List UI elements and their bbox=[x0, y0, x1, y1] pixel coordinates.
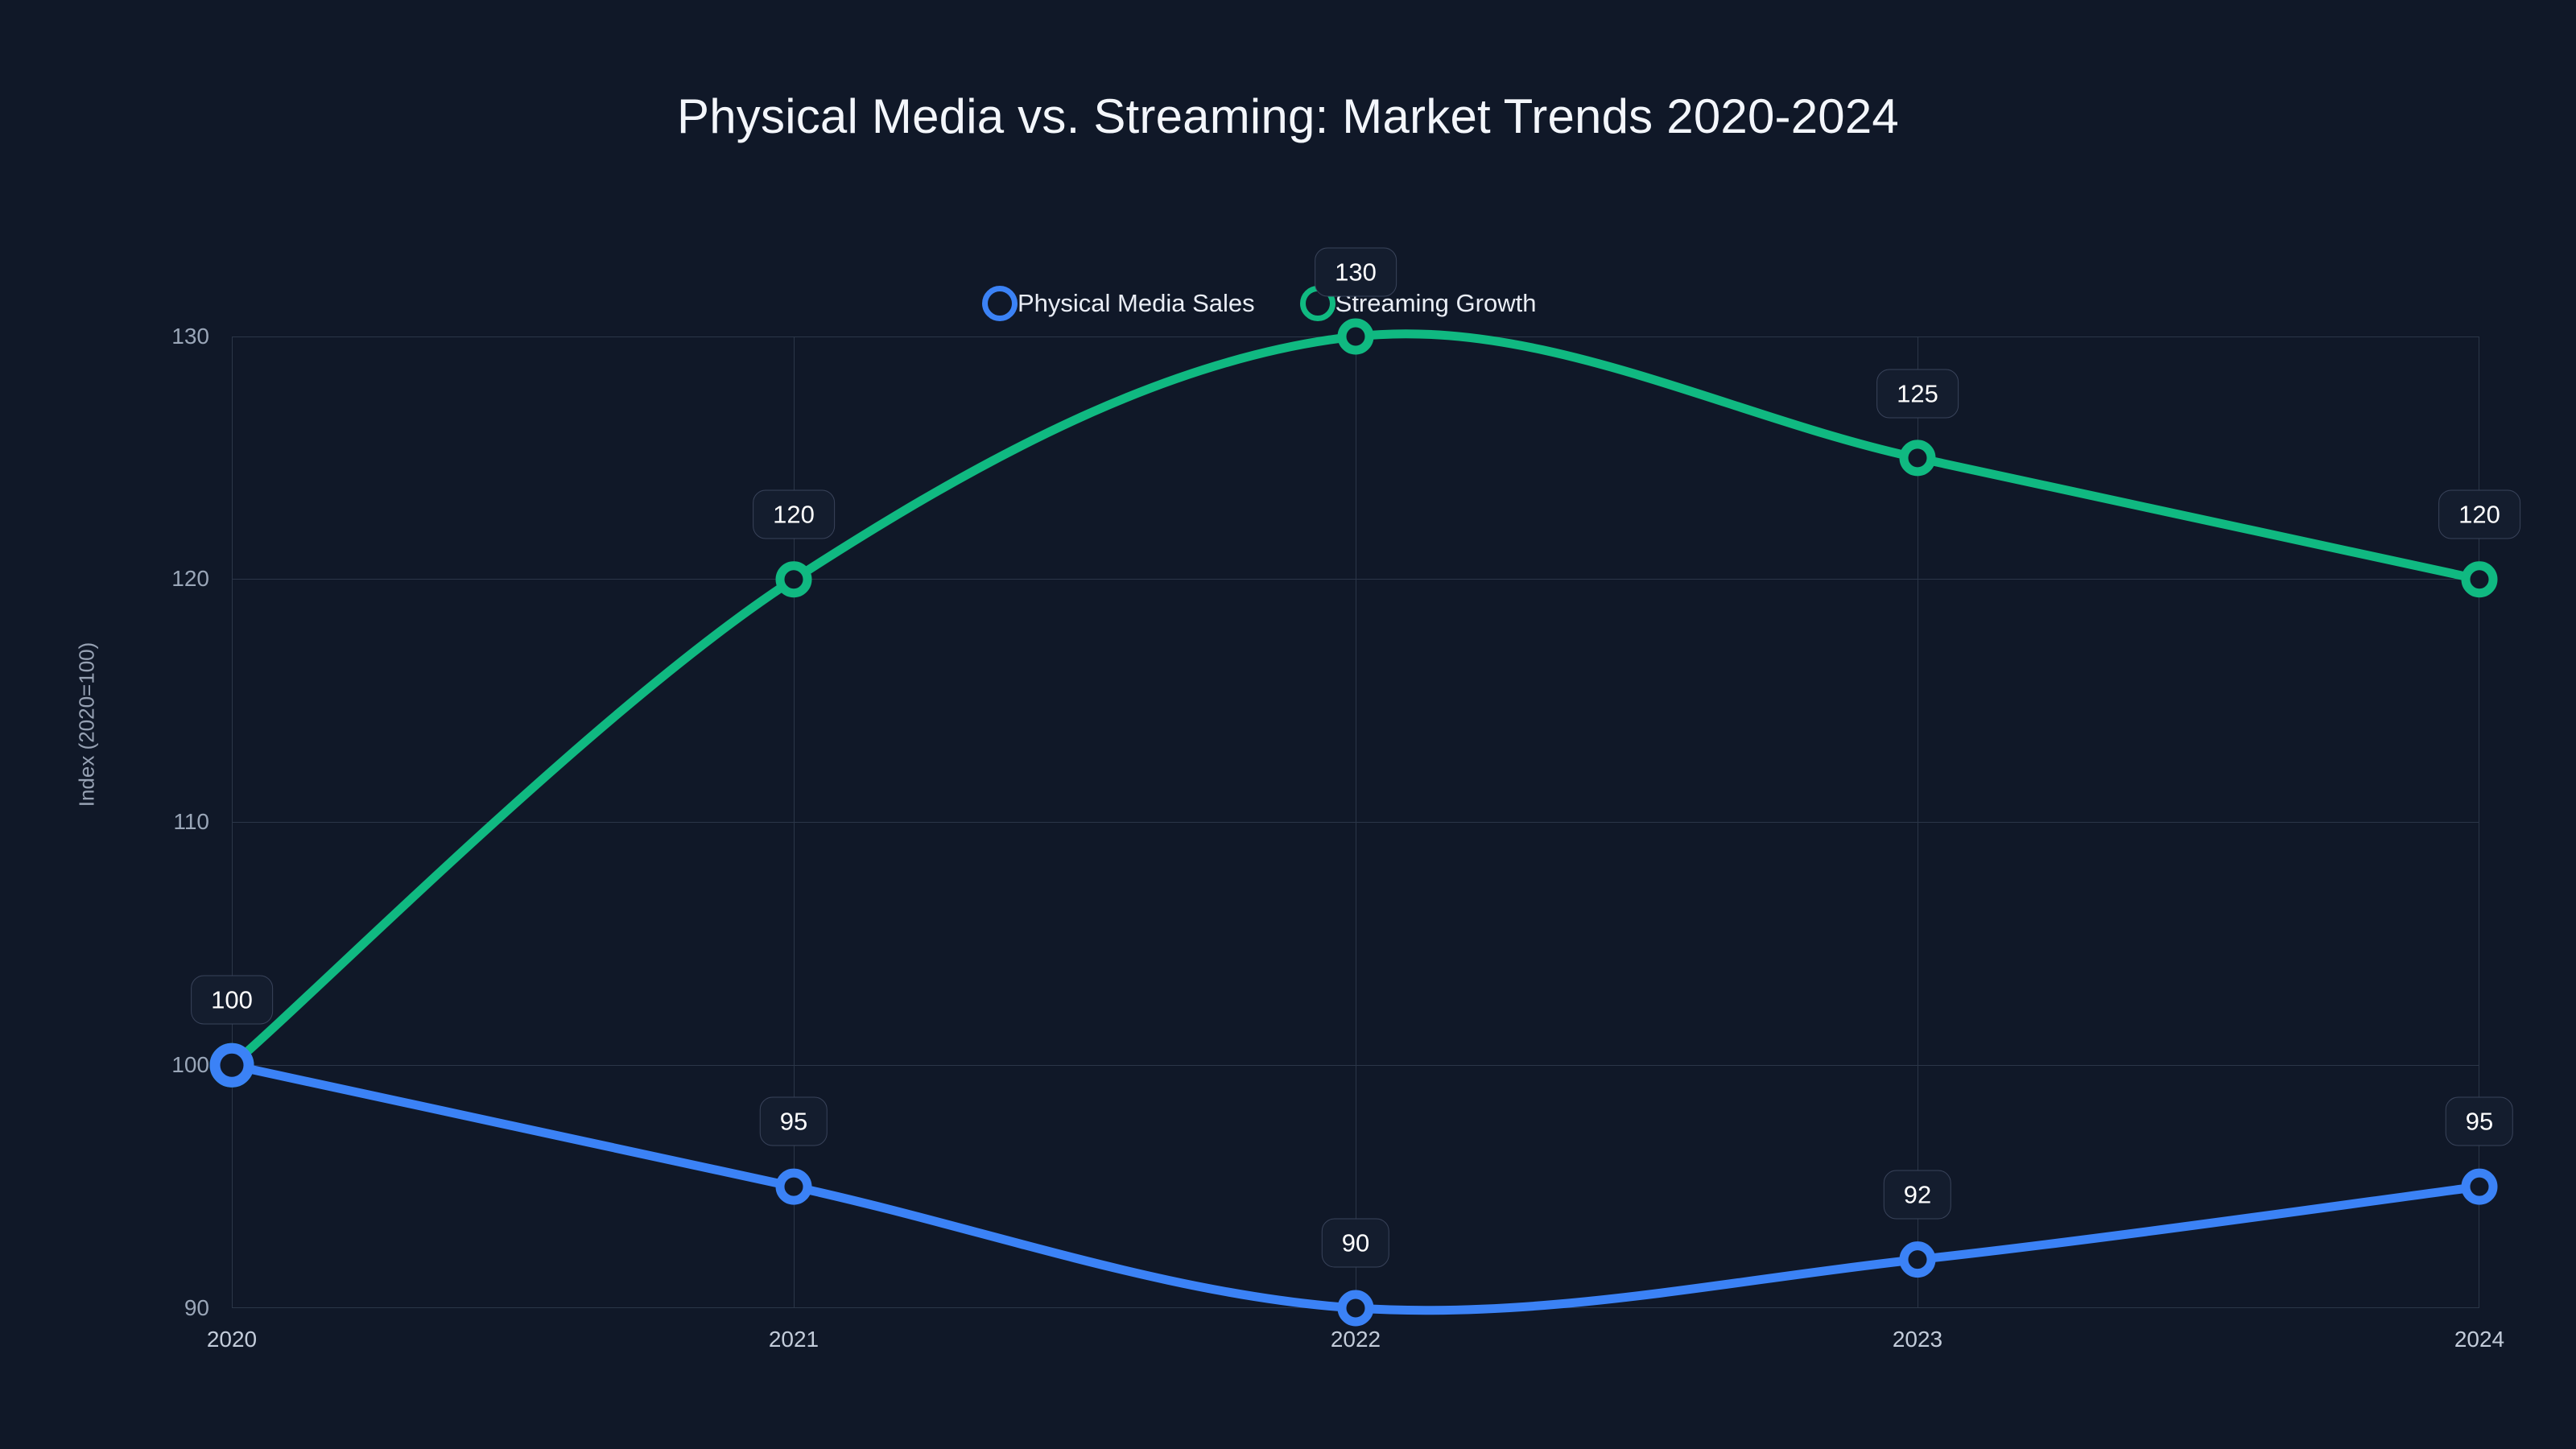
value-badge-streaming-2021: 120 bbox=[753, 489, 835, 539]
gridline-x-2021 bbox=[794, 336, 795, 1308]
value-badge-physical-2021: 95 bbox=[759, 1096, 828, 1146]
gridline-x-2020 bbox=[232, 336, 233, 1308]
chart-title: Physical Media vs. Streaming: Market Tre… bbox=[677, 89, 1899, 143]
chart-legend: Physical Media Sales Streaming Growth bbox=[982, 286, 1536, 321]
y-tick-label-90: 90 bbox=[184, 1295, 209, 1320]
value-badge-physical-2022: 90 bbox=[1321, 1218, 1390, 1268]
legend-label-physical-media-sales: Physical Media Sales bbox=[1018, 289, 1255, 317]
value-badge-streaming-2022: 130 bbox=[1315, 247, 1397, 297]
value-badge-physical-2024: 95 bbox=[2445, 1096, 2514, 1146]
x-tick-label-2022: 2022 bbox=[1330, 1327, 1381, 1352]
value-badge-physical-2023: 92 bbox=[1883, 1170, 1952, 1220]
value-badge-streaming-2020: 100 bbox=[191, 975, 273, 1025]
plot-area bbox=[232, 336, 2479, 1308]
legend-item-physical-media-sales[interactable]: Physical Media Sales bbox=[982, 286, 1255, 321]
x-tick-label-2021: 2021 bbox=[768, 1327, 819, 1352]
x-tick-label-2023: 2023 bbox=[1892, 1327, 1943, 1352]
ring-marker-blue-icon bbox=[982, 286, 1018, 321]
x-tick-label-2020: 2020 bbox=[206, 1327, 258, 1352]
value-badge-streaming-2023: 125 bbox=[1876, 369, 1959, 419]
y-tick-label-100: 100 bbox=[171, 1052, 209, 1077]
value-badge-streaming-2024: 120 bbox=[2438, 489, 2520, 539]
y-tick-label-120: 120 bbox=[171, 566, 209, 591]
y-axis-title: Index (2020=100) bbox=[74, 642, 99, 807]
y-tick-label-130: 130 bbox=[171, 324, 209, 349]
x-tick-label-2024: 2024 bbox=[2454, 1327, 2505, 1352]
y-tick-label-110: 110 bbox=[173, 809, 209, 834]
